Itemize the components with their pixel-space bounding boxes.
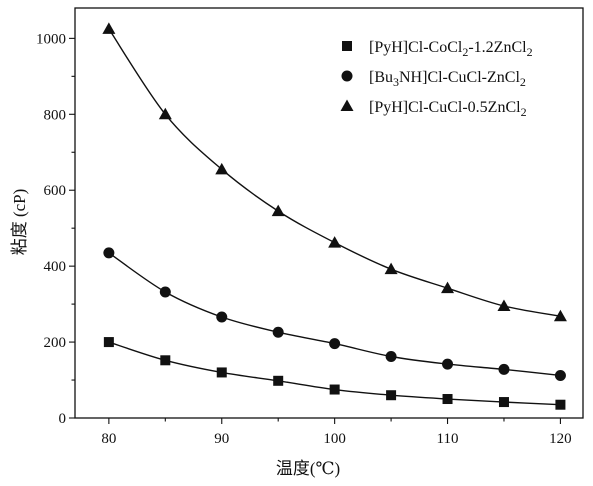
- square-data-point: [386, 390, 396, 400]
- circle-data-point: [329, 338, 340, 349]
- legend-marker-triangle: [341, 100, 354, 112]
- circle-data-point: [103, 247, 114, 258]
- square-data-point: [160, 355, 170, 365]
- triangle-data-point: [385, 263, 398, 275]
- circle-data-point: [386, 351, 397, 362]
- legend-label-2: [Bu3NH]Cl-CuCl-ZnCl2: [369, 69, 526, 89]
- legend-label-1: [PyH]Cl-CoCl2-1.2ZnCl2: [369, 39, 533, 59]
- triangle-data-point: [272, 205, 285, 217]
- x-tick-label: 90: [214, 431, 229, 447]
- square-data-point: [104, 337, 114, 347]
- circle-data-point: [273, 327, 284, 338]
- x-axis-title: 温度(℃): [276, 459, 340, 478]
- legend-marker-circle: [342, 71, 353, 82]
- circle-data-point: [160, 286, 171, 297]
- circle-data-point: [498, 364, 509, 375]
- y-tick-label: 0: [59, 411, 67, 427]
- circle-data-point: [442, 359, 453, 370]
- square-data-point: [555, 400, 565, 410]
- square-data-point: [443, 394, 453, 404]
- circle-data-point: [216, 312, 227, 323]
- y-tick-label: 400: [44, 259, 67, 275]
- square-data-point: [217, 367, 227, 377]
- y-tick-label: 800: [44, 107, 67, 123]
- series-line-1: [109, 342, 561, 405]
- x-tick-label: 100: [323, 431, 346, 447]
- y-tick-label: 600: [44, 183, 67, 199]
- circle-data-point: [555, 370, 566, 381]
- square-data-point: [499, 397, 509, 407]
- x-tick-label: 110: [437, 431, 459, 447]
- triangle-data-point: [102, 22, 115, 34]
- y-tick-label: 1000: [36, 31, 66, 47]
- x-tick-label: 80: [101, 431, 116, 447]
- triangle-data-point: [328, 236, 341, 248]
- y-axis-title: 粘度 (cP): [10, 189, 29, 256]
- y-tick-label: 200: [44, 335, 67, 351]
- legend-label-3: [PyH]Cl-CuCl-0.5ZnCl2: [369, 99, 527, 119]
- legend: [PyH]Cl-CoCl2-1.2ZnCl2 [Bu3NH]Cl-CuCl-ZnC…: [341, 39, 533, 119]
- legend-marker-square: [342, 41, 352, 51]
- series-line-2: [109, 253, 561, 376]
- square-data-point: [330, 385, 340, 395]
- x-tick-label: 120: [549, 431, 572, 447]
- square-data-point: [273, 376, 283, 386]
